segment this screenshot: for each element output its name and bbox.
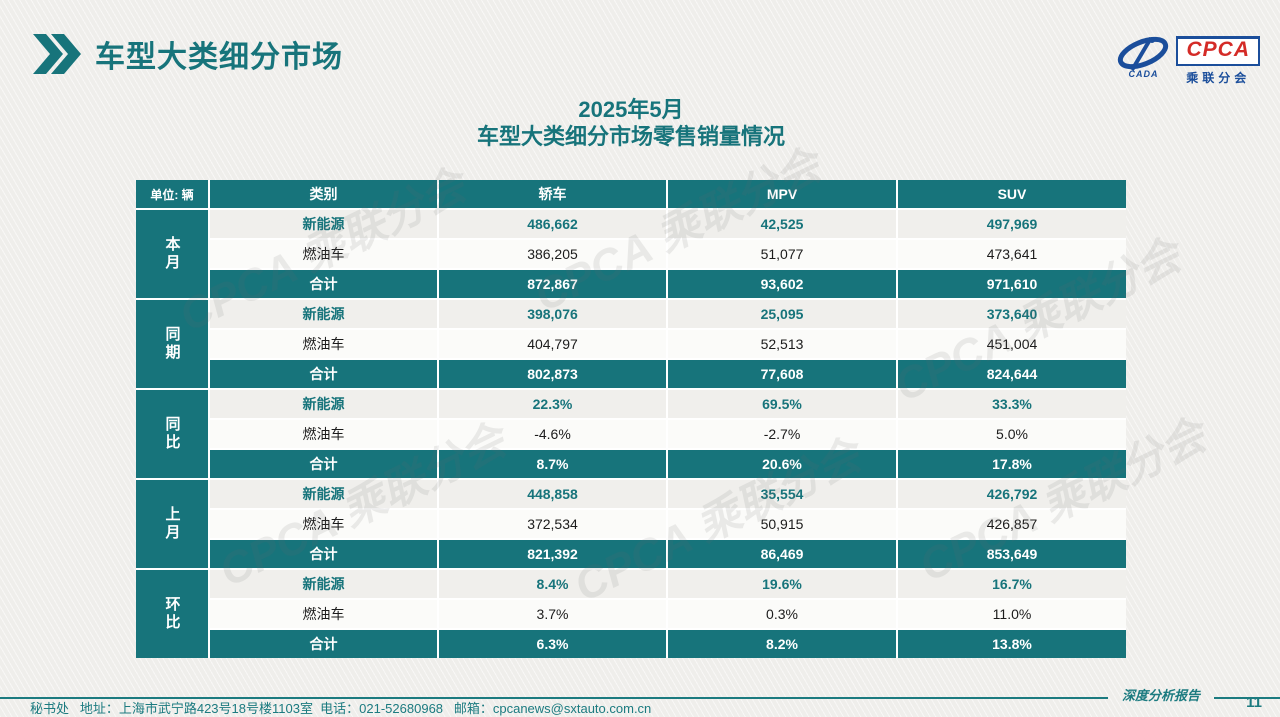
value-cell: 33.3% — [898, 390, 1126, 418]
value-cell: 497,969 — [898, 210, 1126, 238]
row-group-label: 同比 — [136, 390, 208, 478]
value-cell: 824,644 — [898, 360, 1126, 388]
value-cell: 872,867 — [439, 270, 666, 298]
page-title: 车型大类细分市场 — [95, 41, 343, 74]
value-cell: 8.4% — [439, 570, 666, 598]
chevron-double-icon — [33, 34, 81, 74]
category-cell: 燃油车 — [210, 600, 437, 628]
value-cell: 50,915 — [668, 510, 896, 538]
cpca-label: CPCA — [1186, 38, 1250, 61]
category-cell: 合计 — [210, 450, 437, 478]
value-cell: 486,662 — [439, 210, 666, 238]
row-group-label: 环比 — [136, 570, 208, 658]
row-group-label-text: 同比 — [163, 416, 181, 452]
value-cell: 0.3% — [668, 600, 896, 628]
row-group-label: 上月 — [136, 480, 208, 568]
value-cell: -4.6% — [439, 420, 666, 448]
value-cell: 802,873 — [439, 360, 666, 388]
category-cell: 新能源 — [210, 390, 437, 418]
row-group-label-text: 本月 — [163, 236, 181, 272]
value-cell: 77,608 — [668, 360, 896, 388]
column-header-suv: SUV — [898, 180, 1126, 208]
category-cell: 合计 — [210, 360, 437, 388]
category-cell: 燃油车 — [210, 510, 437, 538]
table-title: 2025年5月 车型大类细分市场零售销量情况 — [136, 96, 1126, 150]
column-header-mpv: MPV — [668, 180, 896, 208]
value-cell: 3.7% — [439, 600, 666, 628]
value-cell: 35,554 — [668, 480, 896, 508]
row-group-label-text: 同期 — [163, 326, 181, 362]
row-group-label-text: 环比 — [163, 596, 181, 632]
column-header-sedan: 轿车 — [439, 180, 666, 208]
row-group-label: 本月 — [136, 210, 208, 298]
value-cell: 451,004 — [898, 330, 1126, 358]
value-cell: 86,469 — [668, 540, 896, 568]
value-cell: 5.0% — [898, 420, 1126, 448]
cpca-emblem: CADA — [1115, 36, 1171, 79]
value-cell: 42,525 — [668, 210, 896, 238]
value-cell: 93,602 — [668, 270, 896, 298]
table-title-date: 2025年5月 — [578, 97, 684, 122]
report-type-label: 深度分析报告 — [1121, 688, 1200, 703]
value-cell: 971,610 — [898, 270, 1126, 298]
value-cell: 372,534 — [439, 510, 666, 538]
value-cell: 853,649 — [898, 540, 1126, 568]
value-cell: 52,513 — [668, 330, 896, 358]
footer-address: 秘书处 地址：上海市武宁路423号18号楼1103室 电话：021-526809… — [30, 701, 652, 716]
cpca-chinese-label: 乘联分会 — [1186, 71, 1251, 85]
value-cell: 69.5% — [668, 390, 896, 418]
row-group-label: 同期 — [136, 300, 208, 388]
value-cell: 17.8% — [898, 450, 1126, 478]
value-cell: 821,392 — [439, 540, 666, 568]
category-cell: 新能源 — [210, 300, 437, 328]
category-cell: 新能源 — [210, 480, 437, 508]
value-cell: 16.7% — [898, 570, 1126, 598]
page-header: 车型大类细分市场 — [33, 32, 343, 76]
value-cell: 398,076 — [439, 300, 666, 328]
column-header-category: 类别 — [210, 180, 437, 208]
cpca-box: CPCA — [1176, 36, 1260, 66]
value-cell: 22.3% — [439, 390, 666, 418]
category-cell: 燃油车 — [210, 420, 437, 448]
row-group-label-text: 上月 — [163, 506, 181, 542]
cpca-logo: CADA CPCA 乘联分会 — [1115, 36, 1260, 86]
value-cell: 11.0% — [898, 600, 1126, 628]
value-cell: 6.3% — [439, 630, 666, 658]
footer-rule: 深度分析报告 — [0, 688, 1280, 707]
footer-rule-line — [1214, 696, 1280, 699]
cpca-wordmark: CPCA 乘联分会 — [1176, 36, 1260, 86]
value-cell: 473,641 — [898, 240, 1126, 268]
value-cell: -2.7% — [668, 420, 896, 448]
value-cell: 404,797 — [439, 330, 666, 358]
category-cell: 燃油车 — [210, 240, 437, 268]
value-cell: 426,792 — [898, 480, 1126, 508]
value-cell: 448,858 — [439, 480, 666, 508]
value-cell: 13.8% — [898, 630, 1126, 658]
category-cell: 合计 — [210, 630, 437, 658]
value-cell: 25,095 — [668, 300, 896, 328]
value-cell: 373,640 — [898, 300, 1126, 328]
value-cell: 8.2% — [668, 630, 896, 658]
value-cell: 426,857 — [898, 510, 1126, 538]
category-cell: 燃油车 — [210, 330, 437, 358]
cada-label: CADA — [1128, 69, 1159, 79]
value-cell: 19.6% — [668, 570, 896, 598]
category-cell: 合计 — [210, 540, 437, 568]
unit-label: 单位: 辆 — [136, 180, 208, 208]
cpca-swoosh-icon — [1118, 36, 1169, 72]
category-cell: 新能源 — [210, 210, 437, 238]
category-cell: 合计 — [210, 270, 437, 298]
value-cell: 20.6% — [668, 450, 896, 478]
sales-table: 单位: 辆 类别 轿车 MPV SUV 本月 新能源 486,662 42,52… — [136, 180, 1126, 658]
value-cell: 51,077 — [668, 240, 896, 268]
category-cell: 新能源 — [210, 570, 437, 598]
page-number: 11 — [1246, 694, 1262, 711]
footer-rule-line — [0, 696, 1108, 699]
table-title-text: 车型大类细分市场零售销量情况 — [476, 124, 785, 149]
value-cell: 386,205 — [439, 240, 666, 268]
value-cell: 8.7% — [439, 450, 666, 478]
